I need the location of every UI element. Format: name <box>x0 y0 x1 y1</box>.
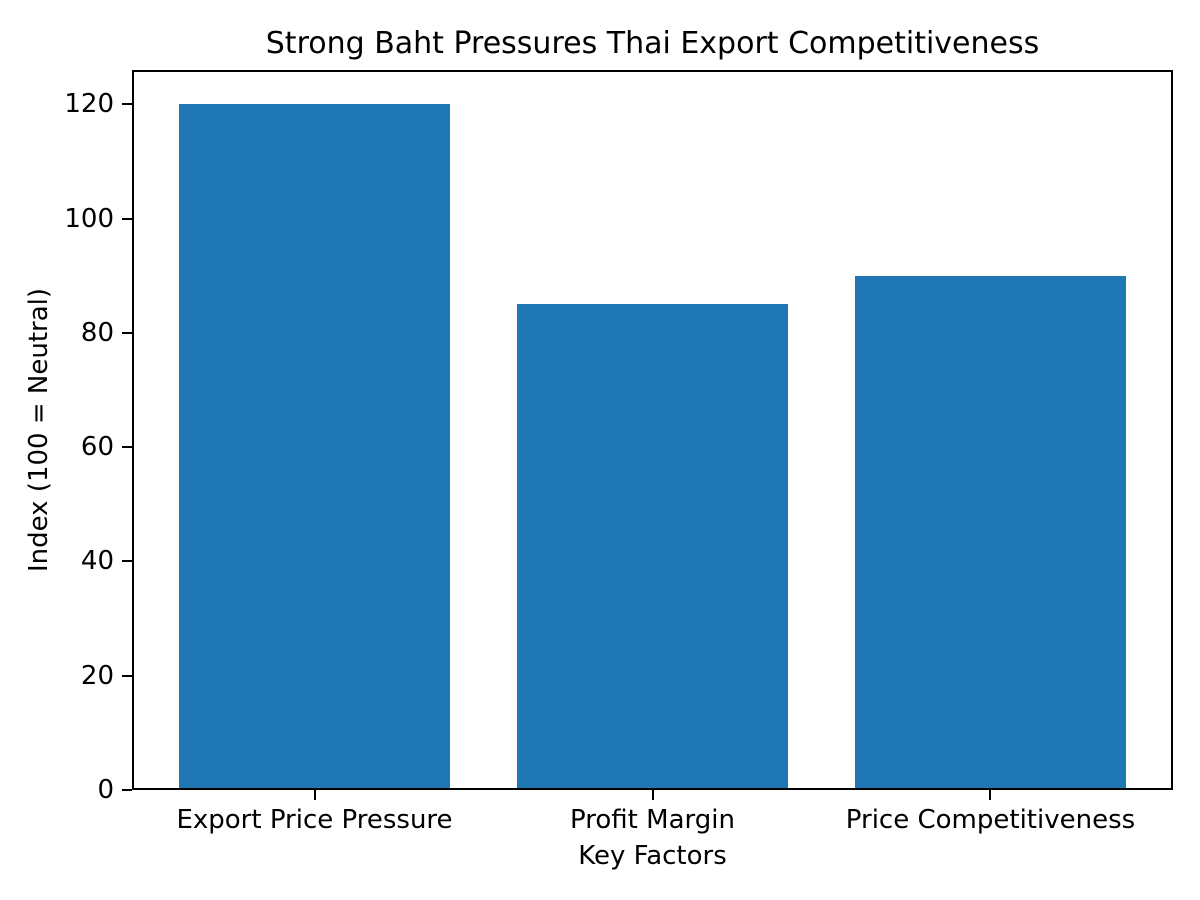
y-tick-label-2: 40 <box>80 546 114 577</box>
y-tick-label-1: 20 <box>80 660 114 691</box>
bar-0 <box>179 104 450 790</box>
y-tick-mark-6 <box>122 103 132 106</box>
y-tick-mark-4 <box>122 331 132 334</box>
bars-layer <box>132 70 1173 790</box>
y-tick-label-6: 120 <box>64 89 114 120</box>
y-tick-label-0: 0 <box>97 775 114 805</box>
y-tick-mark-3 <box>122 446 132 449</box>
x-axis-label: Key Factors <box>578 841 727 871</box>
x-tick-label-1: Profit Margin <box>570 805 735 835</box>
x-tick-mark-0 <box>313 790 316 800</box>
x-tick-label-0: Export Price Pressure <box>176 805 453 835</box>
bar-1 <box>517 304 788 790</box>
y-tick-label-5: 100 <box>64 203 114 234</box>
y-tick-mark-1 <box>122 674 132 677</box>
x-tick-mark-1 <box>651 790 654 800</box>
y-tick-label-4: 80 <box>80 317 114 348</box>
y-tick-label-3: 60 <box>80 432 114 463</box>
y-tick-mark-2 <box>122 560 132 563</box>
y-tick-mark-5 <box>122 217 132 220</box>
y-tick-mark-0 <box>122 789 132 791</box>
bar-2 <box>855 275 1126 790</box>
plot-area-frame <box>132 70 1173 790</box>
x-tick-mark-2 <box>989 790 992 800</box>
chart-title: Strong Baht Pressures Thai Export Compet… <box>265 26 1040 61</box>
x-tick-label-2: Price Competitiveness <box>845 805 1136 835</box>
